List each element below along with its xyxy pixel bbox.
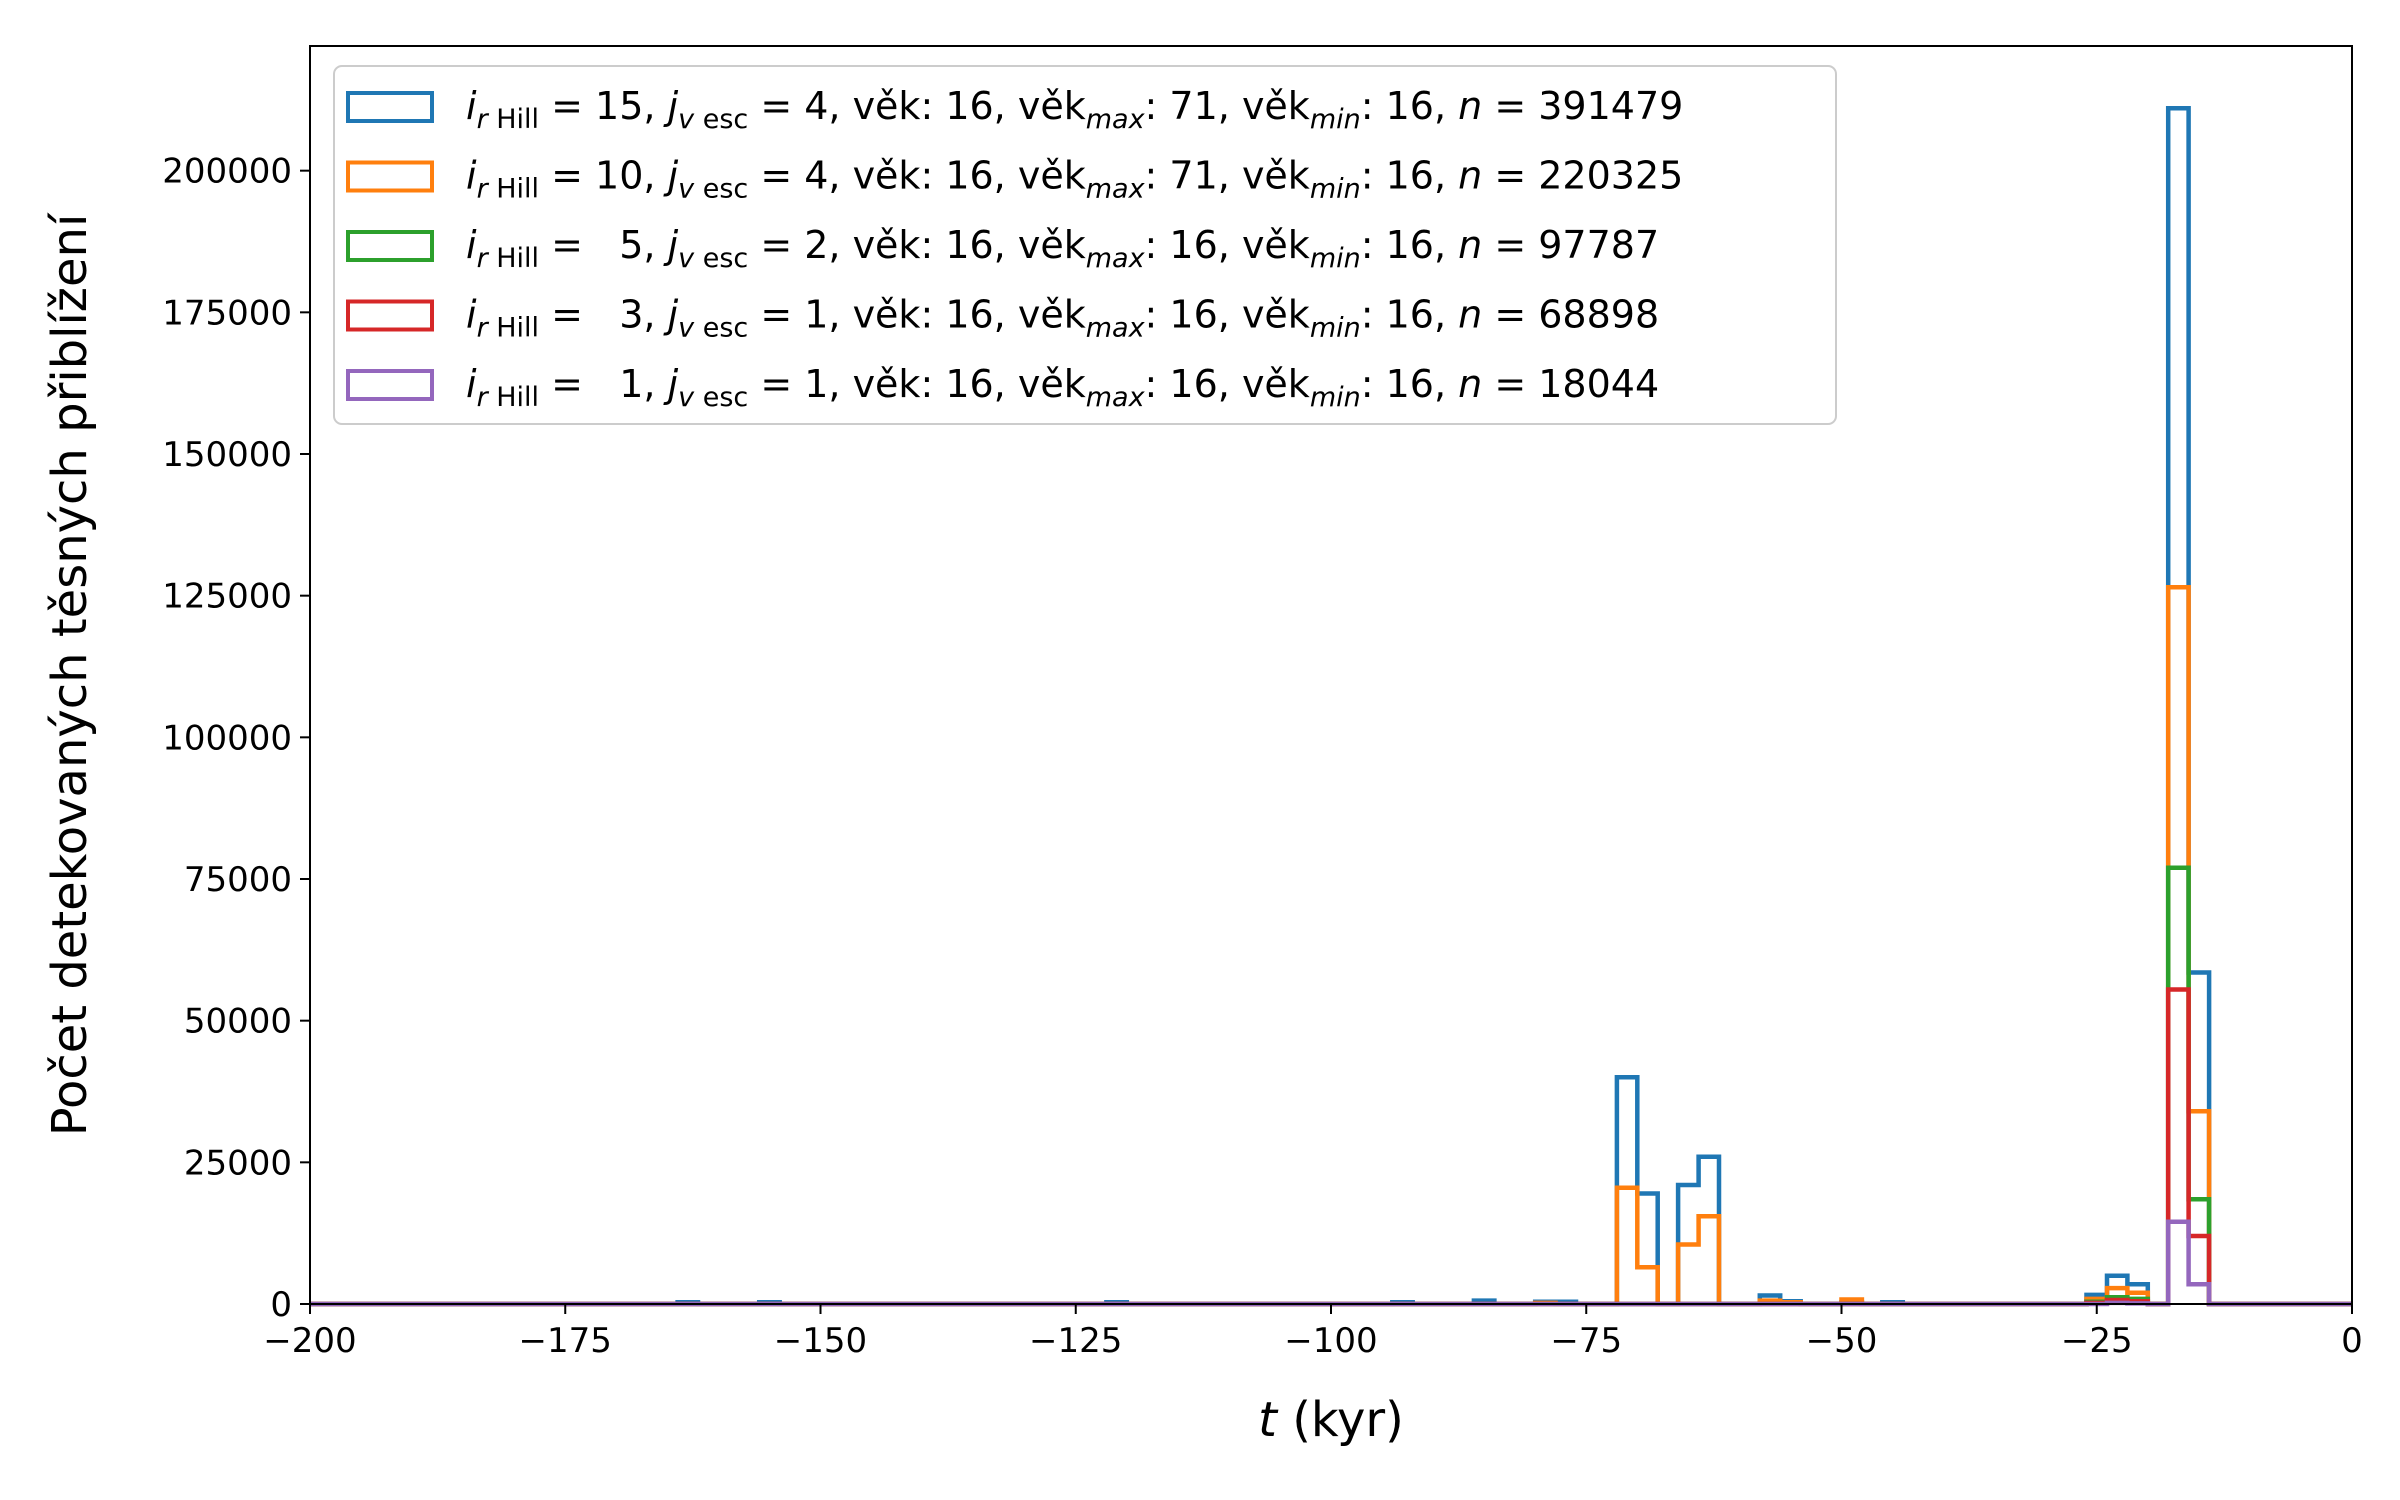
legend-entry: ir Hill = 5, jv esc = 2, věk: 16, věkmax… — [466, 223, 1659, 274]
y-tick-label: 125000 — [162, 577, 292, 617]
legend-entry: ir Hill = 3, jv esc = 1, věk: 16, věkmax… — [466, 293, 1659, 344]
y-tick-label: 50000 — [184, 1002, 292, 1042]
legend-swatch — [346, 91, 434, 123]
legend-frame — [333, 65, 1837, 425]
x-tick-label: −175 — [519, 1321, 612, 1361]
y-tick-label: 150000 — [162, 435, 292, 475]
y-tick-label: 25000 — [184, 1143, 292, 1183]
x-tick-label: −125 — [1029, 1321, 1122, 1361]
legend-swatch — [346, 299, 434, 332]
x-tick-label: −150 — [774, 1321, 867, 1361]
x-axis-label: t (kyr) — [1258, 1392, 1404, 1448]
x-tick-label: −75 — [1550, 1321, 1622, 1361]
x-tick-label: 0 — [2341, 1321, 2363, 1361]
y-tick-label: 0 — [270, 1285, 292, 1325]
legend-entry: ir Hill = 10, jv esc = 4, věk: 16, věkma… — [466, 154, 1683, 205]
x-axis-unit: (kyr) — [1277, 1392, 1404, 1448]
y-tick-label: 175000 — [162, 293, 292, 333]
legend-entry: ir Hill = 1, jv esc = 1, věk: 16, věkmax… — [466, 362, 1659, 413]
y-tick-label: 75000 — [184, 860, 292, 900]
x-tick-label: −25 — [2061, 1321, 2133, 1361]
legend-swatch — [346, 160, 434, 193]
y-tick-label: 100000 — [162, 718, 292, 758]
y-axis-label: Počet detekovaných těsných přiblížení — [42, 212, 98, 1136]
x-tick-label: −100 — [1284, 1321, 1377, 1361]
y-tick-label: 200000 — [162, 152, 292, 192]
x-axis-variable: t — [1258, 1392, 1279, 1448]
legend-swatch — [346, 230, 434, 262]
legend: ir Hill = 15, jv esc = 4, věk: 16, věkma… — [333, 65, 1837, 425]
x-tick-label: −200 — [263, 1321, 356, 1361]
legend-entry: ir Hill = 15, jv esc = 4, věk: 16, věkma… — [466, 84, 1683, 135]
x-tick-label: −50 — [1806, 1321, 1878, 1361]
tick-layer: −200 −175 −150 −125 −100 −75 −50 −25 0 0 25000 5000… — [162, 152, 2363, 1361]
legend-swatch — [346, 369, 434, 401]
